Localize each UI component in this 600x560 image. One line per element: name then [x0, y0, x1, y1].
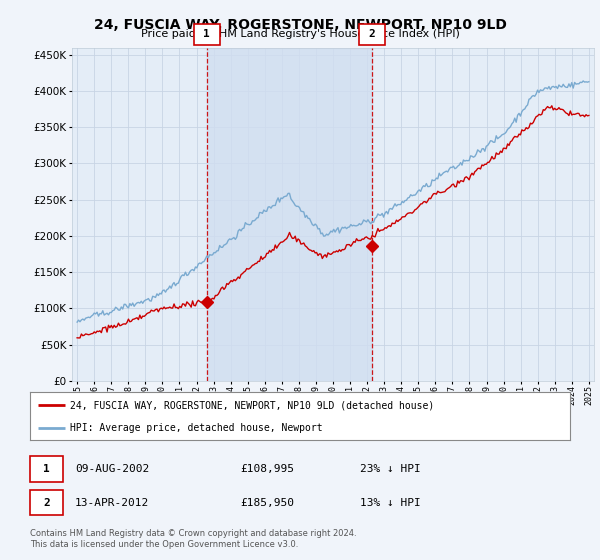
Text: Price paid vs. HM Land Registry's House Price Index (HPI): Price paid vs. HM Land Registry's House …	[140, 29, 460, 39]
Bar	[207, 48, 372, 381]
Text: 2: 2	[43, 498, 50, 507]
Text: £108,995: £108,995	[240, 464, 294, 474]
Text: 13-APR-2012: 13-APR-2012	[75, 498, 149, 507]
Text: 13% ↓ HPI: 13% ↓ HPI	[360, 498, 421, 507]
Text: 23% ↓ HPI: 23% ↓ HPI	[360, 464, 421, 474]
Text: 1: 1	[203, 29, 210, 39]
Text: Contains HM Land Registry data © Crown copyright and database right 2024.
This d: Contains HM Land Registry data © Crown c…	[30, 529, 356, 549]
Text: HPI: Average price, detached house, Newport: HPI: Average price, detached house, Newp…	[71, 423, 323, 433]
Text: 2: 2	[368, 29, 375, 39]
Text: £185,950: £185,950	[240, 498, 294, 507]
Text: 1: 1	[43, 464, 50, 474]
Text: 24, FUSCIA WAY, ROGERSTONE, NEWPORT, NP10 9LD (detached house): 24, FUSCIA WAY, ROGERSTONE, NEWPORT, NP1…	[71, 400, 435, 410]
Text: 09-AUG-2002: 09-AUG-2002	[75, 464, 149, 474]
Text: 24, FUSCIA WAY, ROGERSTONE, NEWPORT, NP10 9LD: 24, FUSCIA WAY, ROGERSTONE, NEWPORT, NP1…	[94, 18, 506, 32]
